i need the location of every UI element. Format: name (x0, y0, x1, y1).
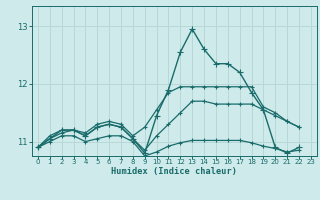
X-axis label: Humidex (Indice chaleur): Humidex (Indice chaleur) (111, 167, 237, 176)
